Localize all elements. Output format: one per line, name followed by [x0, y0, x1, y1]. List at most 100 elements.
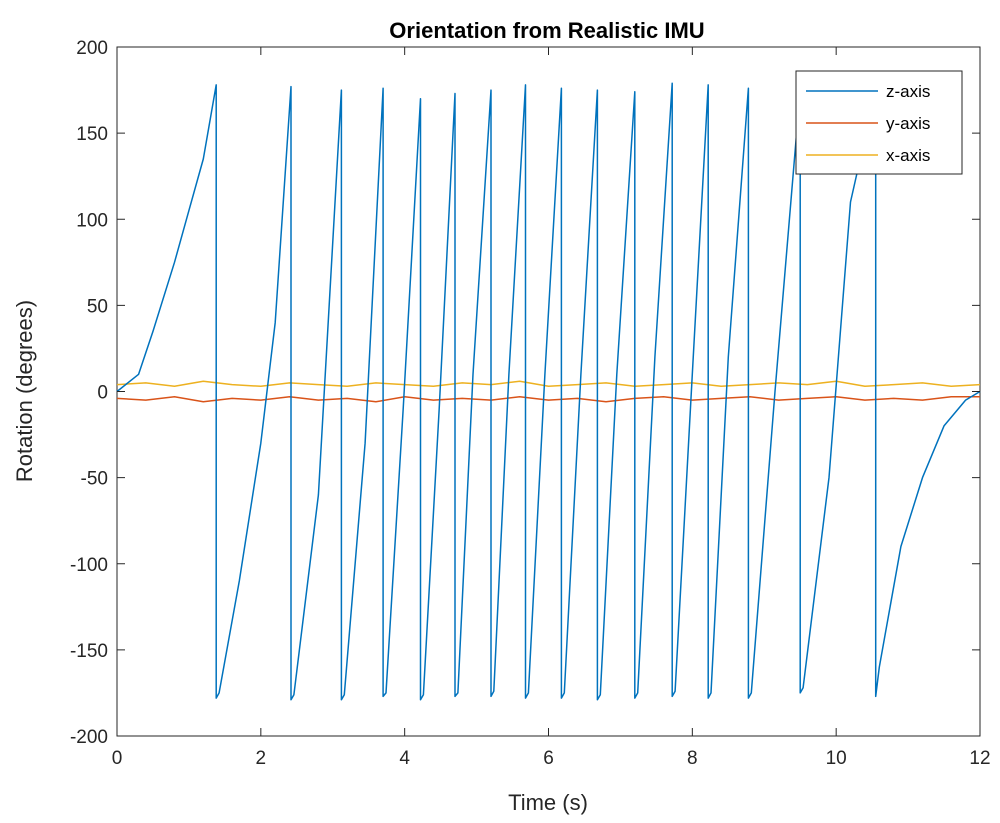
- legend-label-z-axis: z-axis: [886, 82, 930, 101]
- y-tick-label: -50: [81, 469, 108, 490]
- data-point-z-axis: [508, 374, 510, 376]
- data-point-x-axis: [289, 382, 291, 384]
- data-point-z-axis: [454, 93, 456, 95]
- data-point-z-axis: [528, 692, 530, 694]
- data-point-x-axis: [663, 384, 665, 386]
- data-point-z-axis: [600, 694, 602, 696]
- data-point-z-axis: [561, 697, 563, 699]
- chart-title: Orientation from Realistic IMU: [389, 18, 704, 43]
- data-point-z-axis: [751, 692, 753, 694]
- data-point-z-axis: [341, 89, 343, 91]
- data-point-z-axis: [637, 692, 639, 694]
- data-point-y-axis: [979, 396, 981, 398]
- data-point-z-axis: [239, 580, 241, 582]
- data-point-z-axis: [692, 374, 694, 376]
- data-point-z-axis: [420, 98, 422, 100]
- data-point-x-axis: [605, 382, 607, 384]
- data-point-z-axis: [799, 692, 801, 694]
- y-tick-label: 50: [87, 296, 108, 317]
- data-point-z-axis: [490, 696, 492, 698]
- x-axis-title: Time (s): [508, 790, 588, 815]
- data-point-x-axis: [174, 386, 176, 388]
- data-point-z-axis: [138, 374, 140, 376]
- data-point-x-axis: [979, 384, 981, 386]
- data-point-z-axis: [525, 697, 527, 699]
- data-point-z-axis: [564, 692, 566, 694]
- y-axis-title: Rotation (degrees): [12, 300, 37, 482]
- data-point-y-axis: [807, 398, 809, 400]
- data-point-z-axis: [728, 356, 730, 358]
- data-point-z-axis: [385, 692, 387, 694]
- data-point-x-axis: [807, 384, 809, 386]
- data-point-x-axis: [749, 384, 751, 386]
- data-point-y-axis: [433, 399, 435, 401]
- data-point-z-axis: [344, 694, 346, 696]
- data-point-z-axis: [774, 391, 776, 393]
- data-point-z-axis: [634, 91, 636, 93]
- y-tick-label: 0: [97, 383, 108, 404]
- data-point-x-axis: [116, 384, 118, 386]
- data-point-y-axis: [231, 398, 233, 400]
- data-point-z-axis: [748, 697, 750, 699]
- data-point-y-axis: [749, 396, 751, 398]
- data-point-y-axis: [950, 396, 952, 398]
- data-point-z-axis: [879, 666, 881, 668]
- data-point-z-axis: [850, 201, 852, 203]
- data-point-y-axis: [461, 398, 463, 400]
- data-point-z-axis: [293, 694, 295, 696]
- data-point-y-axis: [289, 396, 291, 398]
- data-point-z-axis: [290, 699, 292, 701]
- legend: z-axis y-axis x-axis: [795, 70, 963, 175]
- data-point-y-axis: [548, 399, 550, 401]
- data-point-x-axis: [922, 382, 924, 384]
- data-point-z-axis: [423, 694, 425, 696]
- data-point-z-axis: [965, 399, 967, 401]
- data-point-y-axis: [174, 396, 176, 398]
- data-point-z-axis: [420, 699, 422, 701]
- data-point-y-axis: [346, 398, 348, 400]
- data-point-z-axis: [215, 697, 217, 699]
- data-point-z-axis: [875, 696, 877, 698]
- data-point-z-axis: [454, 696, 456, 698]
- data-point-x-axis: [548, 386, 550, 388]
- data-point-z-axis: [203, 158, 205, 160]
- data-point-z-axis: [544, 374, 546, 376]
- data-point-z-axis: [748, 88, 750, 90]
- data-point-z-axis: [402, 408, 404, 410]
- axes-layer: 0 2 4 6 8 10 12 -200 -150 -100 -50 0 50 100 150 200: [70, 38, 991, 769]
- data-point-y-axis: [260, 399, 262, 401]
- data-point-x-axis: [577, 384, 579, 386]
- legend-label-x-axis: x-axis: [886, 146, 930, 165]
- series-line-z-axis: [116, 82, 981, 701]
- x-tick-label: 12: [969, 748, 990, 769]
- data-point-z-axis: [561, 88, 563, 90]
- data-point-x-axis: [519, 380, 521, 382]
- series-line-y-axis: [116, 395, 980, 403]
- data-point-y-axis: [893, 398, 895, 400]
- data-point-x-axis: [720, 386, 722, 388]
- data-point-z-axis: [616, 374, 618, 376]
- data-point-x-axis: [778, 382, 780, 384]
- data-point-z-axis: [707, 84, 709, 86]
- data-point-z-axis: [900, 546, 902, 548]
- y-tick-label: 200: [76, 38, 108, 59]
- data-point-z-axis: [290, 86, 292, 88]
- x-tick-label: 10: [826, 748, 847, 769]
- data-point-z-axis: [580, 374, 582, 376]
- data-point-y-axis: [116, 398, 118, 400]
- x-tick-label: 8: [687, 748, 698, 769]
- data-point-z-axis: [525, 84, 527, 86]
- data-point-x-axis: [318, 384, 320, 386]
- data-point-z-axis: [922, 477, 924, 479]
- data-point-z-axis: [597, 89, 599, 91]
- y-tick-label: 150: [76, 124, 108, 145]
- data-point-y-axis: [519, 396, 521, 398]
- data-point-z-axis: [490, 89, 492, 91]
- data-point-z-axis: [274, 322, 276, 324]
- data-point-x-axis: [461, 382, 463, 384]
- x-tick-label: 0: [112, 748, 123, 769]
- series-layer: [116, 82, 981, 701]
- data-point-z-axis: [710, 692, 712, 694]
- data-point-x-axis: [260, 386, 262, 388]
